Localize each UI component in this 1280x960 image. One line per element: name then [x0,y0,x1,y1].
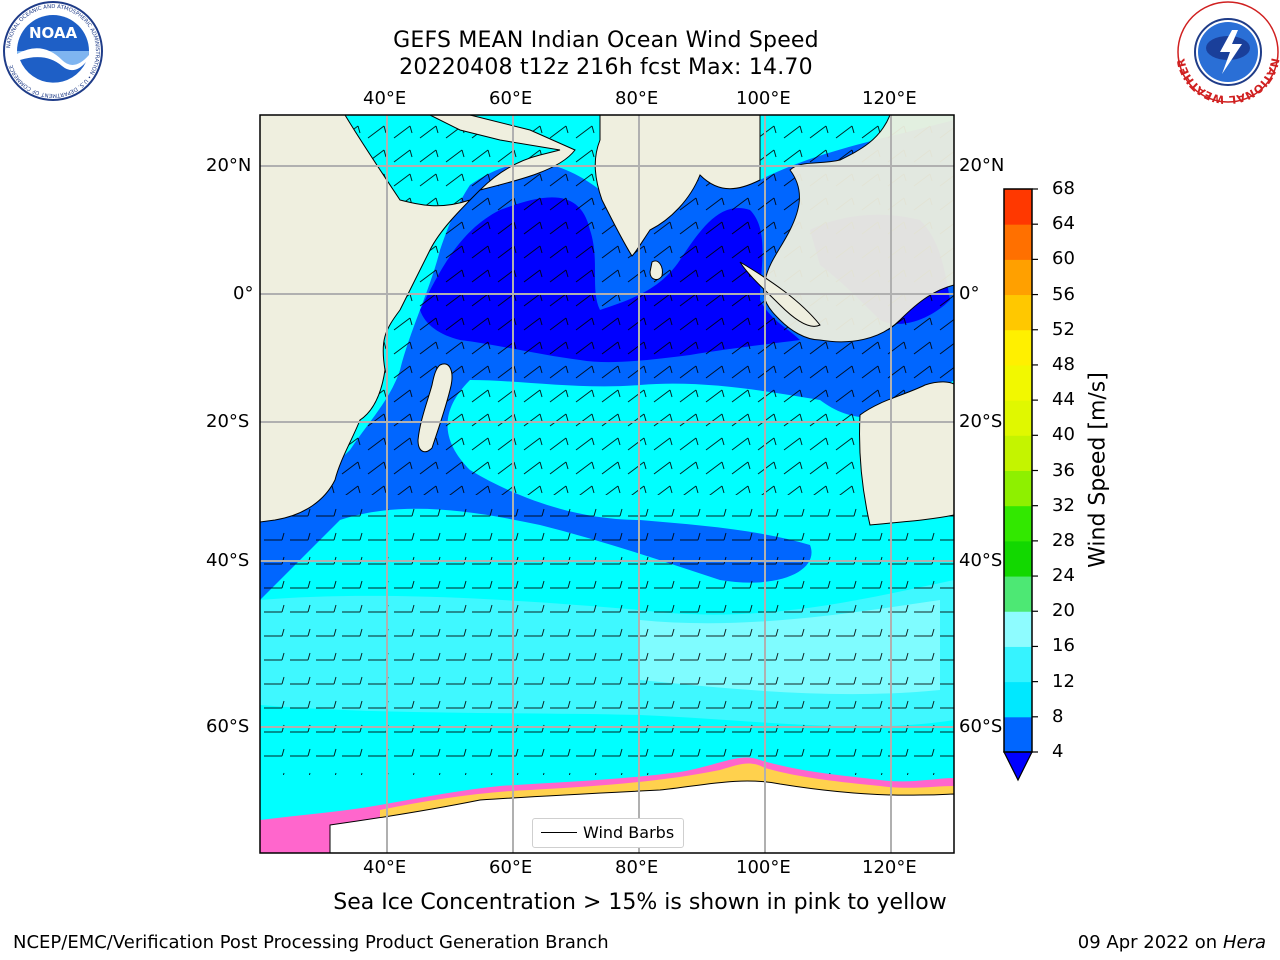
lon-tick-top-80e: 80°E [615,88,659,109]
colorbar-tick-label: 44 [1052,389,1075,411]
noaa-logo: NOAA NATIONAL OCEANIC AND ATMOSPHERIC AD… [3,1,103,101]
colorbar-tick-label: 36 [1052,459,1075,481]
lat-tick-left-60s: 60°S [206,716,250,737]
lon-tick-top-100e: 100°E [736,88,791,109]
colorbar-tick-label: 8 [1052,705,1064,727]
colorbar-tick-label: 68 [1052,178,1075,199]
colorbar-tick-label: 16 [1052,635,1075,657]
colorbar-segment [1004,576,1032,612]
svg-text:NOAA: NOAA [29,24,78,42]
lon-tick-top-60e: 60°E [489,88,533,109]
footer-date: 09 Apr 2022 on Hera [1078,932,1266,953]
colorbar-title: Wind Speed [m/s] [1085,372,1111,568]
colorbar-tick-label: 60 [1052,248,1075,270]
colorbar-tick-label: 48 [1052,353,1075,375]
footer-credit: NCEP/EMC/Verification Post Processing Pr… [13,932,609,953]
lat-tick-left-20n: 20°N [206,155,252,176]
lon-tick-top-120e: 120°E [862,88,917,109]
colorbar-segment [1004,294,1032,331]
wind-barbs-legend: Wind Barbs [532,818,684,848]
map-title: GEFS MEAN Indian Ocean Wind Speed [393,28,819,53]
lon-tick-bottom-120e: 120°E [862,857,917,878]
colorbar-segment [1004,681,1032,718]
lon-tick-bottom-60e: 60°E [489,857,533,878]
colorbar-tick-label: 4 [1052,741,1064,762]
map-frame [259,114,955,854]
colorbar-tick-label: 40 [1052,424,1075,446]
lat-tick-left-0: 0° [233,283,254,304]
legend-line-swatch [541,832,577,833]
colorbar-segment [1004,505,1032,542]
footer-machine: Hera [1222,932,1266,953]
colorbar-tick-label: 52 [1052,318,1075,340]
land-africa-arabia [260,115,576,523]
lon-tick-bottom-100e: 100°E [736,857,791,878]
land-antarctica [329,780,954,853]
land-madagascar [417,363,453,453]
colorbar-segment [1004,716,1032,753]
gridlines [260,115,954,853]
colorbar-segment [1004,329,1032,366]
colorbar-segment [1004,400,1032,436]
colorbar-segment [1004,646,1032,683]
wind-barbs-south [260,495,954,775]
footer-date-text: 09 Apr 2022 on [1077,932,1218,953]
colorbar-tick-label: 32 [1052,494,1075,516]
colorbar-segment [1004,224,1032,260]
lat-tick-right-0: 0° [959,283,980,304]
lat-tick-right-20s: 20°S [959,411,1003,432]
legend-label: Wind Barbs [583,823,675,842]
colorbar-segment [1004,540,1032,577]
lon-tick-bottom-80e: 80°E [615,857,659,878]
sea-ice-note: Sea Ice Concentration > 15% is shown in … [333,890,947,915]
land-sri-lanka [649,260,663,280]
lon-tick-top-40e: 40°E [363,88,407,109]
colorbar-segment [1004,364,1032,401]
colorbar-tick-label: 20 [1052,600,1075,622]
colorbar-tick-label: 56 [1052,283,1075,305]
land-australia [858,381,954,526]
lat-tick-left-40s: 40°S [206,550,250,571]
colorbar-tick-label: 24 [1052,565,1075,587]
colorbar-segment [1004,470,1032,507]
colorbar-segment [1004,189,1032,225]
colorbar-tick-label: 12 [1052,670,1075,692]
colorbar-segment [1004,435,1032,471]
colorbar-under-arrow [1003,751,1033,782]
lat-tick-right-40s: 40°S [959,550,1003,571]
colorbar-tick-label: 64 [1052,213,1075,235]
nws-logo: NATIONAL WEATHER SERVICE [1176,0,1280,104]
land-india [594,115,761,257]
map-subtitle: 20220408 t12z 216h fcst Max: 14.70 [399,55,813,80]
lat-tick-left-20s: 20°S [206,411,250,432]
colorbar-segment [1004,259,1032,296]
colorbar-tick-label: 28 [1052,529,1075,551]
lat-tick-right-20n: 20°N [959,155,1005,176]
colorbar-segment [1004,611,1032,647]
lat-tick-right-60s: 60°S [959,716,1003,737]
lon-tick-bottom-40e: 40°E [363,857,407,878]
